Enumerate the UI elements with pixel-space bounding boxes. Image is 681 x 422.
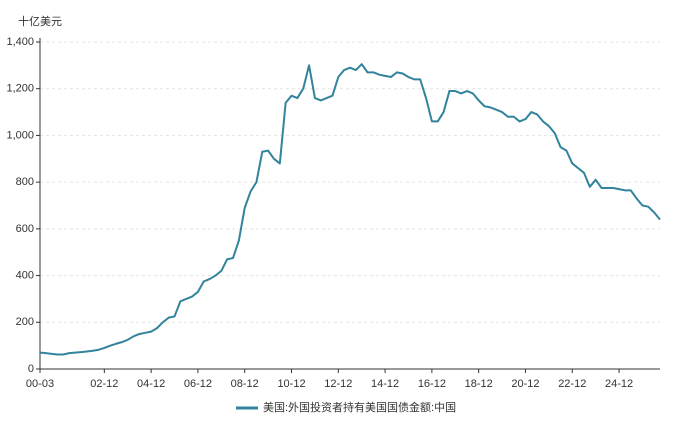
x-tick-label: 12-12 (324, 378, 352, 390)
y-tick-label: 0 (28, 363, 34, 375)
x-tick-label: 04-12 (137, 378, 165, 390)
x-tick-label: 00-03 (26, 378, 54, 390)
x-tick-label: 10-12 (277, 378, 305, 390)
y-axis-label: 十亿美元 (18, 14, 62, 28)
y-tick-label: 1,200 (6, 83, 34, 95)
legend-label: 美国:外国投资者持有美国国债金额:中国 (263, 400, 456, 414)
y-tick-label: 1,000 (6, 129, 34, 141)
y-tick-label: 600 (16, 223, 34, 235)
x-tick-label: 18-12 (465, 378, 493, 390)
x-tick-label: 22-12 (558, 378, 586, 390)
x-tick-label: 08-12 (231, 378, 259, 390)
x-tick-label: 06-12 (184, 378, 212, 390)
y-tick-label: 800 (16, 176, 34, 188)
x-tick-label: 02-12 (90, 378, 118, 390)
x-tick-label: 14-12 (371, 378, 399, 390)
x-tick-label: 20-12 (511, 378, 539, 390)
x-tick-label: 16-12 (418, 378, 446, 390)
y-tick-label: 1,400 (6, 36, 34, 48)
x-tick-label: 24-12 (605, 378, 633, 390)
y-tick-label: 200 (16, 316, 34, 328)
data-line (39, 63, 661, 356)
y-tick-label: 400 (16, 269, 34, 281)
